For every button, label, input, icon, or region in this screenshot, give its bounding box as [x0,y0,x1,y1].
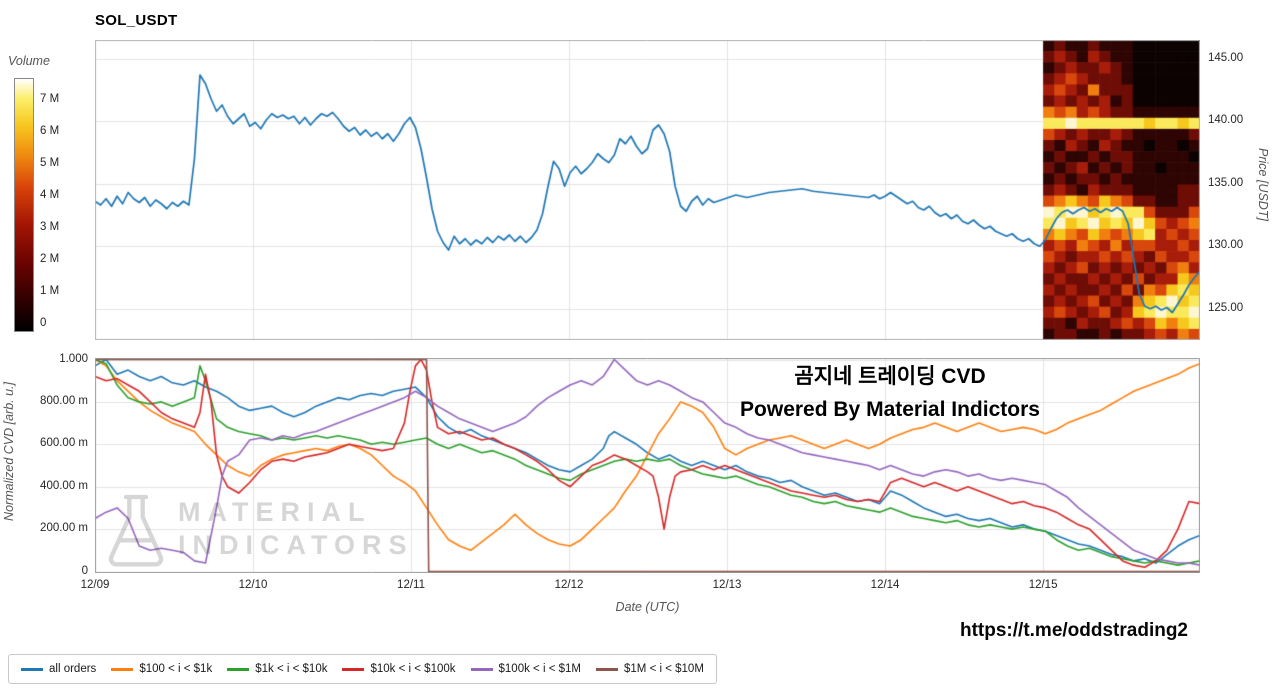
legend-label: $100k < i < $1M [498,663,581,675]
legend-label: $100 < i < $1k [139,663,213,675]
volume-tick-label: 1 M [40,285,60,297]
cvd-tick-label: 200.00 m [40,522,88,535]
volume-tick-label: 7 M [40,93,60,105]
price-tick-label: 135.00 [1208,176,1244,189]
date-tick-label: 12/13 [712,579,742,591]
legend-item: $10k < i < $100k [342,663,456,675]
x-axis-title: Date (UTC) [615,600,680,614]
date-tick-label: 12/10 [238,579,268,591]
cvd-tick-label: 600.00 m [40,437,88,450]
legend-label: $1M < i < $10M [624,663,704,675]
chart-annotation: 곰지네 트레이딩 CVD Powered By Material Indicto… [640,360,1140,426]
legend-line-swatch [227,667,250,671]
legend-line-swatch [470,667,493,671]
annotation-line1: 곰지네 트레이딩 CVD [794,365,986,388]
volume-tick-label: 3 M [40,221,60,233]
date-tick-label: 12/12 [554,579,584,591]
cvd-tick-label: 1.000 [59,352,88,365]
watermark-line2: INDICATORS [178,530,414,560]
volume-colorbar [14,78,34,332]
price-tick-label: 145.00 [1208,51,1244,64]
telegram-link-text: https://t.me/oddstrading2 [960,620,1188,641]
legend-line-swatch [111,667,134,671]
volume-tick-label: 4 M [40,189,60,201]
date-tick-label: 12/09 [80,579,110,591]
legend-item: $1k < i < $10k [227,663,327,675]
legend-line-swatch [342,667,365,671]
legend: all orders $100 < i < $1k $1k < i < $10k $1… [8,654,717,684]
cvd-axis-title: Normalized CVD [arb. u.] [2,382,16,521]
annotation-line2: Powered By Material Indictors [740,398,1040,421]
volume-tick-label: 6 M [40,125,60,137]
watermark-line1: MATERIAL [178,497,372,527]
watermark: MATERIAL INDICATORS [178,496,414,562]
date-tick-label: 12/14 [870,579,900,591]
flask-icon [108,494,164,567]
volume-tick-label: 2 M [40,253,60,265]
legend-line-swatch [596,667,618,671]
legend-label: $10k < i < $100k [370,663,456,675]
price-tick-label: 125.00 [1208,301,1244,314]
cvd-chart-canvas [95,358,1200,573]
date-tick-label: 12/11 [397,579,425,591]
price-tick-label: 130.00 [1208,239,1244,252]
page-title: SOL_USDT [95,12,178,29]
legend-label: $1k < i < $10k [255,663,328,675]
legend-item: all orders [21,663,96,675]
price-tick-label: 140.00 [1208,114,1244,127]
legend-label: all orders [49,663,97,675]
cvd-tick-label: 400.00 m [40,479,88,492]
volume-tick-label: 0 [40,317,47,329]
price-chart-canvas [95,40,1200,340]
legend-item: $100k < i < $1M [470,663,581,675]
legend-line-swatch [21,667,43,671]
legend-item: $100 < i < $1k [111,663,212,675]
cvd-tick-label: 800.00 m [40,394,88,407]
price-axis-title: Price [USDT] [1256,148,1270,221]
volume-colorbar-title: Volume [8,54,50,68]
cvd-tick-label: 0 [81,564,88,577]
date-tick-label: 12/15 [1028,579,1058,591]
legend-item: $1M < i < $10M [596,663,704,675]
volume-tick-label: 5 M [40,157,60,169]
